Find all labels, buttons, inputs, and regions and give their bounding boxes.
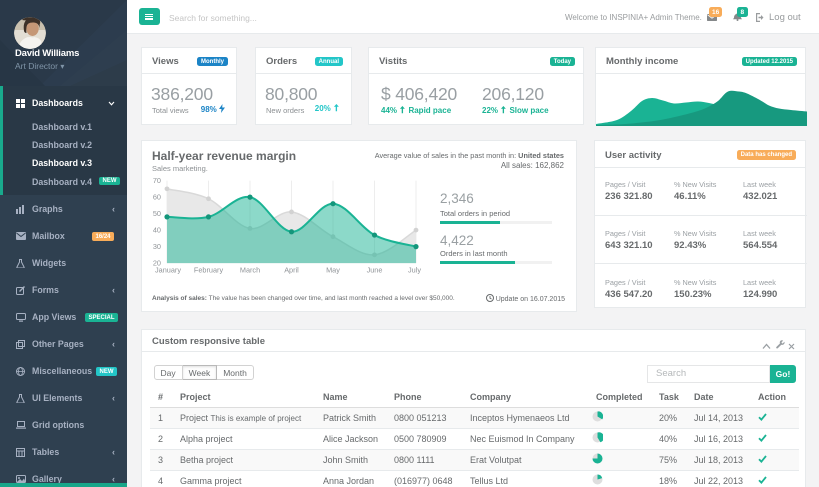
svg-text:January: January [155, 266, 181, 275]
svg-text:50: 50 [153, 209, 161, 218]
svg-text:April: April [284, 266, 299, 275]
svg-text:June: June [367, 266, 383, 275]
svg-text:March: March [240, 266, 260, 275]
svg-text:40: 40 [153, 226, 161, 235]
svg-text:May: May [326, 266, 340, 275]
svg-text:60: 60 [153, 193, 161, 202]
svg-text:July: July [408, 266, 421, 275]
svg-text:70: 70 [153, 176, 161, 185]
svg-text:30: 30 [153, 242, 161, 251]
svg-text:February: February [194, 266, 224, 275]
svg-text:20: 20 [153, 259, 161, 268]
